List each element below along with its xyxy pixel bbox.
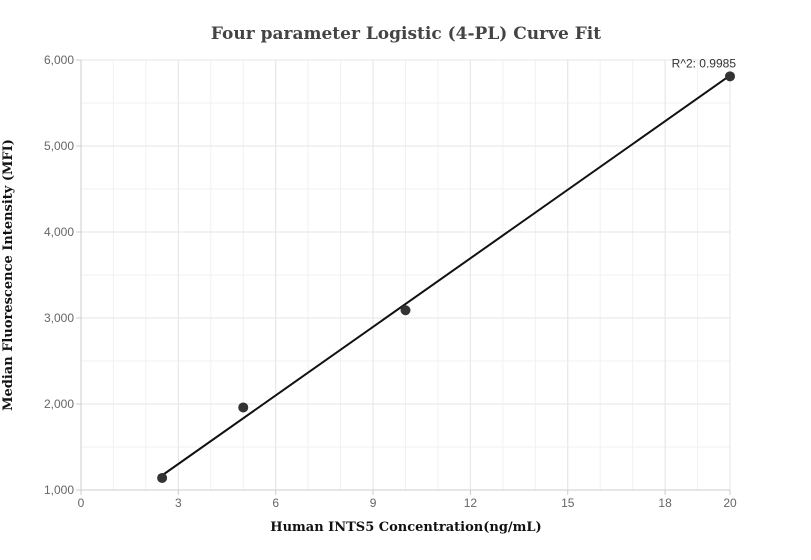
data-point (400, 305, 411, 316)
y-tick-label: 5,000 (44, 139, 74, 153)
y-tick-label: 6,000 (44, 53, 74, 67)
grid-lines (80, 59, 731, 491)
x-tick-label: 9 (370, 496, 377, 510)
axes: 0 3 6 9 12 15 18 20 1,000 2,000 3,000 4,000 5,000 6,0… (44, 53, 737, 510)
data-point (157, 472, 168, 483)
y-tick-label: 3,000 (44, 311, 74, 325)
y-tick-label: 2,000 (44, 397, 74, 411)
x-axis-label: Human INTS5 Concentration(ng/mL) (270, 520, 541, 535)
fit-line (161, 74, 731, 477)
x-tick-label: 18 (658, 496, 672, 510)
fit-curve (161, 74, 731, 477)
r-squared-annotation: R^2: 0.9985 (672, 56, 737, 70)
x-tick-label: 20 (723, 496, 737, 510)
x-tick-label: 12 (464, 496, 478, 510)
data-points (157, 71, 735, 483)
y-tick-label: 4,000 (44, 225, 74, 239)
annotations: R^2: 0.9985 (672, 56, 737, 70)
y-tick-label: 1,000 (44, 483, 74, 497)
y-axis-label: Median Fluorescence Intensity (MFI) (1, 139, 16, 411)
chart-title: Four parameter Logistic (4-PL) Curve Fit (211, 24, 601, 44)
x-tick-label: 3 (175, 496, 182, 510)
data-point (238, 402, 249, 413)
x-tick-label: 15 (561, 496, 575, 510)
data-point (725, 71, 735, 82)
x-tick-label: 6 (272, 496, 279, 510)
x-tick-label: 0 (78, 496, 85, 510)
